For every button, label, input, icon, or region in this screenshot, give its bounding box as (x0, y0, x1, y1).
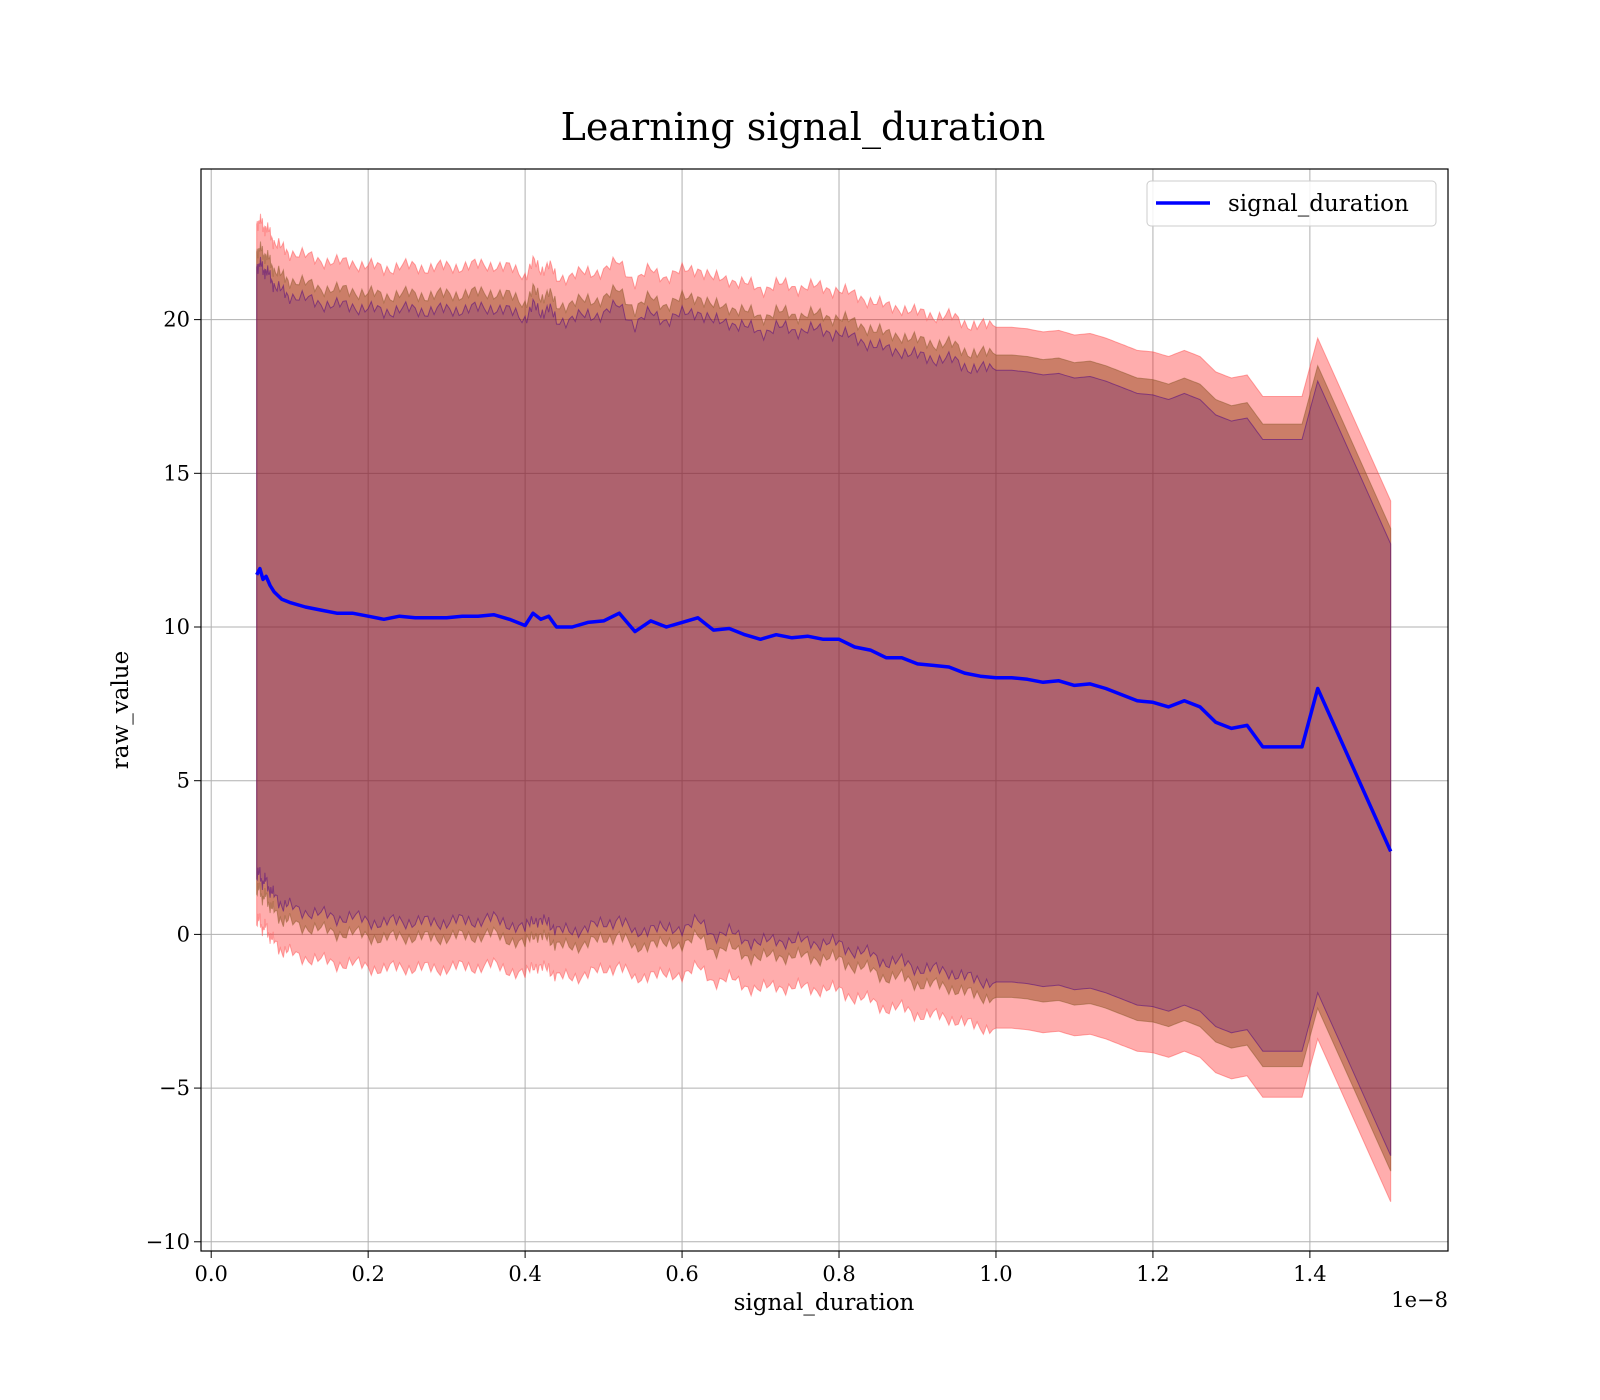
x-offset-label: 1e−8 (1391, 1288, 1448, 1312)
x-ticks: 0.0 0.2 0.4 0.6 0.8 1.0 1.2 1.4 (194, 1251, 1327, 1286)
legend-box (1146, 180, 1437, 227)
y-tick-label: −5 (159, 1076, 190, 1100)
x-tick-label: 1.0 (979, 1262, 1012, 1286)
series-line-signal-duration (255, 566, 1393, 853)
x-tick-label: 0.2 (351, 1262, 384, 1286)
confidence-band-3 (256, 256, 1392, 1156)
x-tick-label: 1.2 (1136, 1262, 1169, 1286)
confidence-bands (256, 213, 1392, 1203)
x-tick-label: 0.0 (194, 1262, 227, 1286)
series-lines (255, 566, 1393, 853)
y-ticks: −10 −5 0 5 10 15 20 (146, 308, 201, 1254)
y-tick-label: 0 (177, 922, 190, 946)
y-tick-label: 5 (177, 769, 190, 793)
x-tick-label: 1.4 (1293, 1262, 1326, 1286)
confidence-band-1 (256, 213, 1392, 1203)
y-axis-label: raw_value (108, 651, 134, 769)
x-axis-label: signal_duration (734, 1290, 915, 1316)
y-tick-label: 10 (163, 615, 190, 639)
x-tick-label: 0.4 (508, 1262, 541, 1286)
legend-entry-signal-duration: signal_duration (1228, 191, 1409, 217)
y-tick-label: −10 (146, 1230, 190, 1254)
x-tick-label: 0.8 (822, 1262, 855, 1286)
chart-title: Learning signal_duration (561, 105, 1046, 150)
confidence-band-2 (256, 241, 1392, 1172)
y-tick-label: 20 (163, 308, 190, 332)
y-tick-label: 15 (163, 461, 190, 485)
x-tick-label: 0.6 (665, 1262, 698, 1286)
plot-frame (200, 168, 1449, 1252)
legend: signal_duration (1146, 180, 1437, 227)
